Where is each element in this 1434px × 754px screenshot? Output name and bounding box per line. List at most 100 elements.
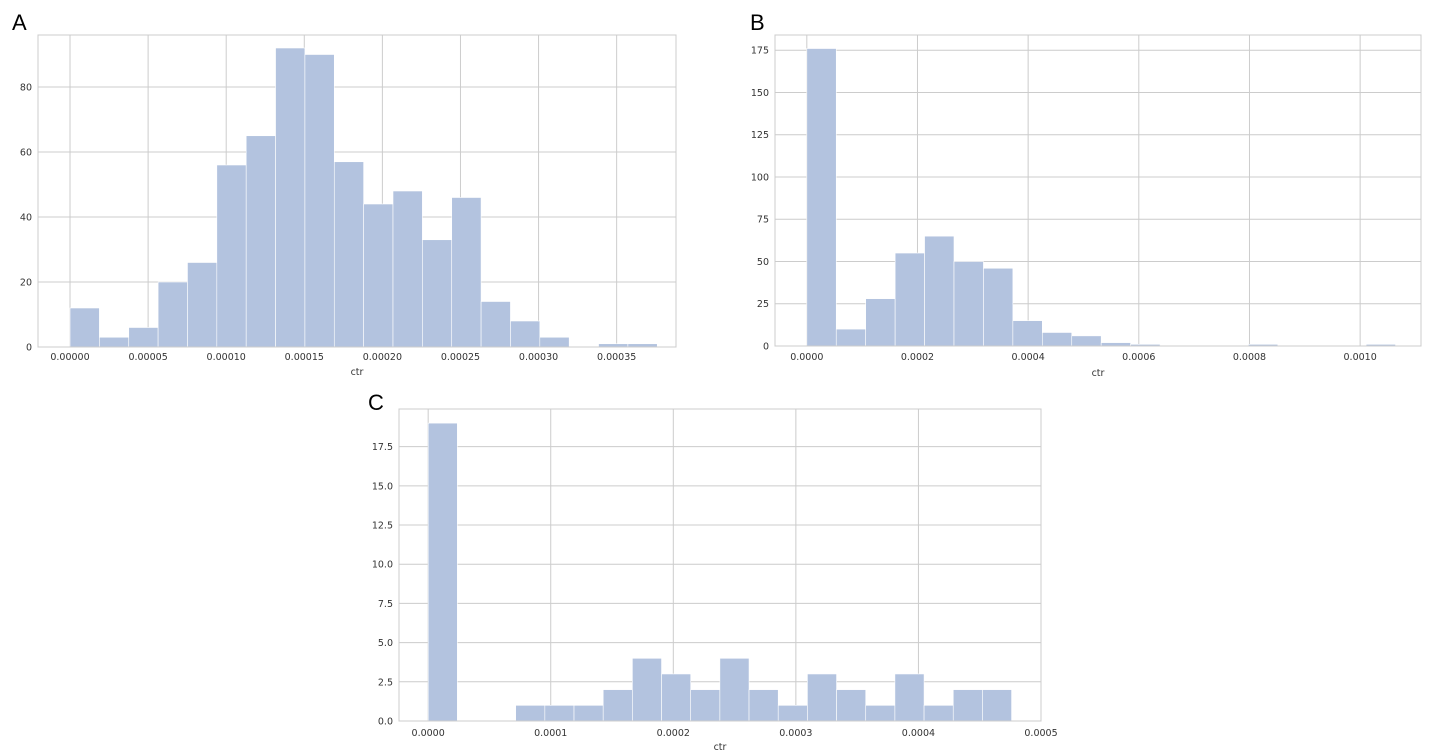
panel-a-ytick-label: 60 bbox=[20, 148, 32, 159]
panel-c-bar bbox=[661, 673, 692, 722]
panel-c-ytick-label: 17.5 bbox=[372, 442, 393, 453]
panel-a-label: A bbox=[12, 10, 27, 35]
panel-b-ytick-label: 100 bbox=[751, 172, 769, 183]
panel-c-ytick-label: 5.0 bbox=[378, 638, 393, 649]
panel-b-bar bbox=[1012, 320, 1043, 347]
panel-c-bar bbox=[632, 657, 662, 722]
panel-b-label: B bbox=[750, 10, 765, 35]
panel-a-bar bbox=[422, 239, 453, 348]
panel-c-bar bbox=[602, 689, 633, 722]
panel-b-xtick-label: 0.0006 bbox=[1122, 352, 1155, 363]
panel-a-bar bbox=[304, 54, 335, 348]
panel-a-bar bbox=[510, 320, 541, 348]
panel-b-bar bbox=[953, 261, 984, 347]
panel-a-bar bbox=[99, 336, 130, 348]
panel-b-ytick-label: 175 bbox=[751, 46, 769, 57]
panel-c-bar bbox=[515, 705, 546, 722]
panel-b-bar bbox=[1100, 342, 1131, 347]
panel-c-ytick-label: 12.5 bbox=[372, 521, 393, 532]
panel-a-xtick-label: 0.00015 bbox=[285, 352, 324, 363]
panel-a-xtick-label: 0.00000 bbox=[50, 352, 89, 363]
panel-b-bar bbox=[983, 267, 1014, 347]
panel-b-xtick-label: 0.0002 bbox=[901, 352, 934, 363]
panel-c-bar bbox=[894, 673, 925, 722]
panel-a-xtick-label: 0.00025 bbox=[441, 352, 480, 363]
panel-a-gridlines bbox=[38, 35, 676, 348]
panel-b-bar bbox=[1071, 335, 1102, 347]
panel-c-ytick-label: 2.5 bbox=[378, 677, 393, 688]
panel-a-xtick-label: 0.00035 bbox=[597, 352, 636, 363]
panel-c-ytick-label: 0.0 bbox=[378, 717, 393, 728]
panel-c-bar bbox=[952, 689, 983, 722]
panel-c-ytick-label: 10.0 bbox=[372, 560, 393, 571]
panel-a-bar bbox=[451, 197, 482, 348]
panel-b-xtick-label: 0.0000 bbox=[790, 352, 823, 363]
panel-a-xtick-label: 0.00020 bbox=[363, 352, 402, 363]
panel-a-bar bbox=[539, 336, 570, 348]
panel-a-axes-frame bbox=[37, 34, 677, 348]
panel-b-ytick-label: 75 bbox=[757, 215, 769, 226]
panel-b-xtick-label: 0.0008 bbox=[1233, 352, 1266, 363]
panel-a-bar bbox=[480, 301, 511, 348]
panel-c-bar bbox=[777, 705, 808, 722]
panel-c-xtick-label: 0.0001 bbox=[534, 728, 567, 739]
panel-c-ytick-label: 7.5 bbox=[378, 599, 393, 610]
panel-a-bar bbox=[363, 203, 394, 348]
panel-a-bar bbox=[128, 327, 159, 348]
panel-c-xtick-label: 0.0003 bbox=[779, 728, 812, 739]
panel-c-bar bbox=[865, 705, 896, 722]
panel-a-bar bbox=[392, 190, 423, 348]
panel-b-bar bbox=[1042, 332, 1073, 347]
panel-c-bar bbox=[836, 689, 867, 722]
panel-b: B 0 25 50 75 100 125 150 175 0.0000 0.0002 0.0004 0… bbox=[750, 10, 1422, 379]
panel-c-xtick-label: 0.0004 bbox=[902, 728, 935, 739]
panel-a-bar bbox=[187, 262, 218, 348]
panel-c-bar bbox=[544, 705, 575, 722]
panel-a-xaxis-label: ctr bbox=[351, 367, 364, 378]
panel-a: A 0 20 40 60 80 0.00000 0.00005 0.00010 0.00015 0… bbox=[12, 10, 677, 378]
panel-b-axes-frame bbox=[774, 34, 1422, 347]
panel-a-ytick-label: 20 bbox=[20, 278, 32, 289]
panel-b-ytick-label: 0 bbox=[763, 342, 769, 353]
panel-c-xtick-label: 0.0005 bbox=[1024, 728, 1057, 739]
panel-a-bar bbox=[245, 135, 276, 348]
panel-b-ytick-label: 25 bbox=[757, 299, 769, 310]
panel-c-xaxis-label: ctr bbox=[714, 742, 727, 753]
panel-c-bar bbox=[719, 657, 750, 722]
panel-a-xtick-label: 0.00010 bbox=[207, 352, 246, 363]
panel-a-ytick-label: 0 bbox=[26, 343, 32, 354]
panel-c-bar bbox=[982, 689, 1012, 722]
panel-c-bar bbox=[923, 705, 954, 722]
panel-a-bar bbox=[157, 281, 188, 348]
panel-a-ytick-label: 40 bbox=[20, 213, 32, 224]
panel-c-label: C bbox=[368, 390, 384, 415]
panel-c: C 0.0 2.5 5.0 7.5 10.0 12.5 15.0 17.5 0.0000 0.00… bbox=[368, 390, 1058, 753]
panel-b-bar bbox=[806, 48, 837, 347]
panel-a-bar bbox=[275, 47, 306, 348]
panel-a-ytick-label: 80 bbox=[20, 83, 32, 94]
panel-b-bar bbox=[924, 235, 955, 347]
panel-c-bar bbox=[427, 422, 458, 722]
panel-c-bar bbox=[807, 673, 837, 722]
panel-b-bar bbox=[865, 298, 896, 347]
panel-b-xtick-label: 0.0010 bbox=[1344, 352, 1377, 363]
panel-c-ytick-label: 15.0 bbox=[372, 481, 393, 492]
panel-b-xaxis-label: ctr bbox=[1092, 368, 1105, 379]
panel-a-bar bbox=[333, 161, 364, 348]
panel-b-ytick-label: 125 bbox=[751, 130, 769, 141]
panel-b-ytick-label: 50 bbox=[757, 257, 769, 268]
panel-c-bar bbox=[690, 689, 721, 722]
panel-c-axes-frame bbox=[398, 408, 1042, 722]
panel-c-xtick-label: 0.0002 bbox=[657, 728, 690, 739]
panel-c-bar bbox=[748, 689, 779, 722]
panel-a-bar bbox=[69, 307, 100, 348]
panel-c-bar bbox=[573, 705, 604, 722]
panel-b-bar bbox=[894, 252, 925, 347]
panel-a-xtick-label: 0.00005 bbox=[128, 352, 167, 363]
panel-b-bar bbox=[835, 328, 866, 347]
panel-a-xtick-label: 0.00030 bbox=[519, 352, 558, 363]
panel-b-xtick-label: 0.0004 bbox=[1012, 352, 1045, 363]
panel-a-bar bbox=[216, 164, 247, 348]
panel-c-xtick-label: 0.0000 bbox=[412, 728, 445, 739]
